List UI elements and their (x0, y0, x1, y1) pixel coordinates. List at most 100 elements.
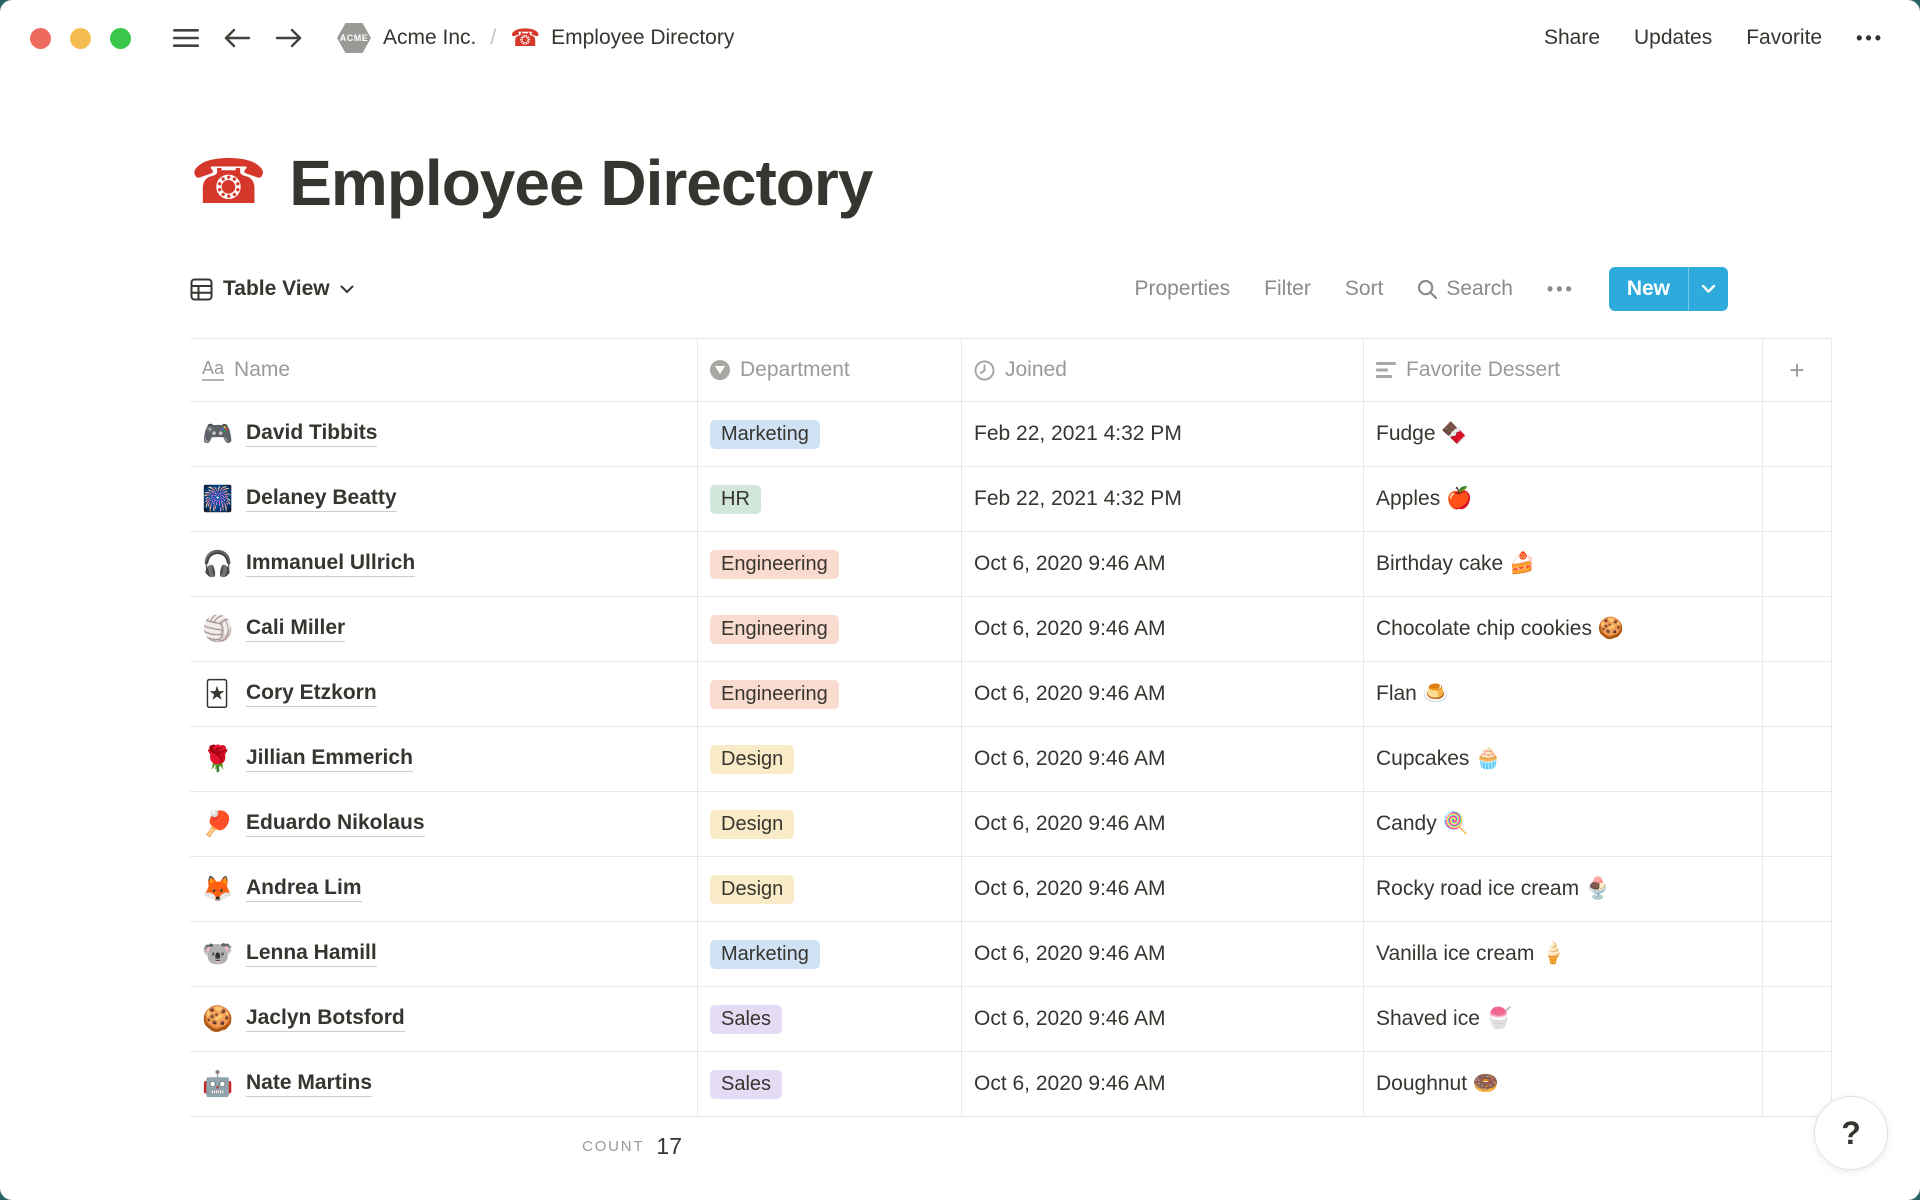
dessert-cell[interactable]: Birthday cake 🍰 (1364, 532, 1763, 597)
share-button[interactable]: Share (1543, 26, 1601, 49)
employee-name-link[interactable]: David Tibbits (246, 421, 378, 447)
name-cell[interactable]: 🏓 Eduardo Nikolaus (190, 792, 698, 857)
column-header-joined[interactable]: Joined (962, 338, 1364, 402)
joined-cell[interactable]: Oct 6, 2020 9:46 AM (962, 857, 1364, 922)
department-cell[interactable]: Engineering (698, 662, 962, 727)
joined-cell[interactable]: Oct 6, 2020 9:46 AM (962, 532, 1364, 597)
name-cell[interactable]: 🃏 Cory Etzkorn (190, 662, 698, 727)
dessert-cell[interactable]: Vanilla ice cream 🍦 (1364, 922, 1763, 987)
sidebar-toggle-icon[interactable] (173, 28, 199, 48)
joined-cell[interactable]: Oct 6, 2020 9:46 AM (962, 727, 1364, 792)
window-controls (30, 27, 131, 49)
workspace-logo[interactable]: ACME (337, 23, 371, 53)
page-title[interactable]: Employee Directory (289, 147, 873, 219)
zoom-window-button[interactable] (110, 27, 131, 49)
employee-name-link[interactable]: Cory Etzkorn (246, 681, 377, 707)
dessert-cell[interactable]: Flan 🍮 (1364, 662, 1763, 727)
department-tag[interactable]: Design (710, 874, 795, 904)
name-cell[interactable]: 🐨 Lenna Hamill (190, 922, 698, 987)
column-header-name[interactable]: Aa Name (190, 338, 698, 402)
department-cell[interactable]: Design (698, 727, 962, 792)
joined-cell[interactable]: Oct 6, 2020 9:46 AM (962, 597, 1364, 662)
department-tag[interactable]: Marketing (710, 939, 820, 969)
name-cell[interactable]: 🎮 David Tibbits (190, 402, 698, 467)
filter-button[interactable]: Filter (1264, 277, 1311, 300)
breadcrumb-workspace[interactable]: Acme Inc. (383, 26, 477, 49)
department-cell[interactable]: Sales (698, 987, 962, 1052)
topbar-actions: Share Updates Favorite ••• (1544, 26, 1884, 50)
search-button[interactable]: Search (1417, 277, 1513, 301)
employee-name-link[interactable]: Jaclyn Botsford (246, 1006, 405, 1032)
department-cell[interactable]: HR (698, 467, 962, 532)
joined-cell[interactable]: Feb 22, 2021 4:32 PM (962, 467, 1364, 532)
name-cell[interactable]: 🎆 Delaney Beatty (190, 467, 698, 532)
view-more-options-icon[interactable]: ••• (1546, 278, 1575, 299)
dessert-cell[interactable]: Fudge 🍫 (1364, 402, 1763, 467)
employee-name-link[interactable]: Cali Miller (246, 616, 346, 642)
department-cell[interactable]: Engineering (698, 597, 962, 662)
name-cell[interactable]: 🦊 Andrea Lim (190, 857, 698, 922)
department-cell[interactable]: Marketing (698, 402, 962, 467)
department-tag[interactable]: HR (710, 484, 761, 514)
minimize-window-button[interactable] (70, 27, 91, 49)
department-tag[interactable]: Design (710, 744, 795, 774)
department-cell[interactable]: Engineering (698, 532, 962, 597)
employee-name-link[interactable]: Delaney Beatty (246, 486, 397, 512)
dessert-cell[interactable]: Rocky road ice cream 🍨 (1364, 857, 1763, 922)
forward-arrow-icon[interactable] (275, 27, 303, 49)
updates-button[interactable]: Updates (1634, 26, 1713, 49)
page-title-icon[interactable]: ☎ (190, 148, 268, 217)
help-button[interactable]: ? (1814, 1096, 1888, 1170)
employee-name-link[interactable]: Jillian Emmerich (246, 746, 413, 772)
department-tag[interactable]: Sales (710, 1069, 783, 1099)
joined-cell[interactable]: Feb 22, 2021 4:32 PM (962, 402, 1364, 467)
name-cell[interactable]: 🤖 Nate Martins (190, 1052, 698, 1117)
joined-cell[interactable]: Oct 6, 2020 9:46 AM (962, 662, 1364, 727)
department-tag[interactable]: Engineering (710, 614, 839, 644)
sort-button[interactable]: Sort (1344, 277, 1384, 300)
joined-cell[interactable]: Oct 6, 2020 9:46 AM (962, 792, 1364, 857)
employee-avatar-emoji: 🤖 (202, 1069, 234, 1098)
employee-name-link[interactable]: Nate Martins (246, 1071, 373, 1097)
count-calculation[interactable]: COUNT 17 (190, 1117, 698, 1175)
department-cell[interactable]: Sales (698, 1052, 962, 1117)
favorite-button[interactable]: Favorite (1746, 26, 1823, 49)
add-column-button[interactable]: + (1763, 338, 1832, 402)
name-cell[interactable]: 🍪 Jaclyn Botsford (190, 987, 698, 1052)
employee-name-link[interactable]: Lenna Hamill (246, 941, 377, 967)
dessert-cell[interactable]: Candy 🍭 (1364, 792, 1763, 857)
view-switcher[interactable]: Table View (190, 277, 354, 301)
department-cell[interactable]: Design (698, 792, 962, 857)
table-row: 🌹 Jillian Emmerich Design Oct 6, 2020 9:… (190, 727, 1832, 792)
more-options-icon[interactable]: ••• (1856, 27, 1884, 48)
new-record-button[interactable]: New (1626, 277, 1670, 300)
department-tag[interactable]: Engineering (710, 549, 839, 579)
properties-button[interactable]: Properties (1134, 277, 1231, 300)
dessert-cell[interactable]: Apples 🍎 (1364, 467, 1763, 532)
name-cell[interactable]: 🌹 Jillian Emmerich (190, 727, 698, 792)
column-header-department[interactable]: Department (698, 338, 962, 402)
joined-cell[interactable]: Oct 6, 2020 9:46 AM (962, 922, 1364, 987)
department-tag[interactable]: Sales (710, 1004, 783, 1034)
dessert-cell[interactable]: Cupcakes 🧁 (1364, 727, 1763, 792)
name-cell[interactable]: 🏐 Cali Miller (190, 597, 698, 662)
department-cell[interactable]: Design (698, 857, 962, 922)
new-button-dropdown-icon[interactable] (1689, 267, 1728, 311)
dessert-cell[interactable]: Doughnut 🍩 (1364, 1052, 1763, 1117)
department-tag[interactable]: Design (710, 809, 795, 839)
dessert-cell[interactable]: Chocolate chip cookies 🍪 (1364, 597, 1763, 662)
joined-cell[interactable]: Oct 6, 2020 9:46 AM (962, 987, 1364, 1052)
breadcrumb-page[interactable]: Employee Directory (551, 26, 735, 49)
employee-name-link[interactable]: Immanuel Ullrich (246, 551, 416, 577)
joined-cell[interactable]: Oct 6, 2020 9:46 AM (962, 1052, 1364, 1117)
close-window-button[interactable] (30, 27, 51, 49)
department-tag[interactable]: Marketing (710, 419, 820, 449)
dessert-cell[interactable]: Shaved ice 🍧 (1364, 987, 1763, 1052)
back-arrow-icon[interactable] (223, 27, 251, 49)
column-header-favorite-dessert[interactable]: Favorite Dessert (1364, 338, 1763, 402)
department-cell[interactable]: Marketing (698, 922, 962, 987)
employee-name-link[interactable]: Eduardo Nikolaus (246, 811, 425, 837)
department-tag[interactable]: Engineering (710, 679, 839, 709)
employee-name-link[interactable]: Andrea Lim (246, 876, 362, 902)
name-cell[interactable]: 🎧 Immanuel Ullrich (190, 532, 698, 597)
